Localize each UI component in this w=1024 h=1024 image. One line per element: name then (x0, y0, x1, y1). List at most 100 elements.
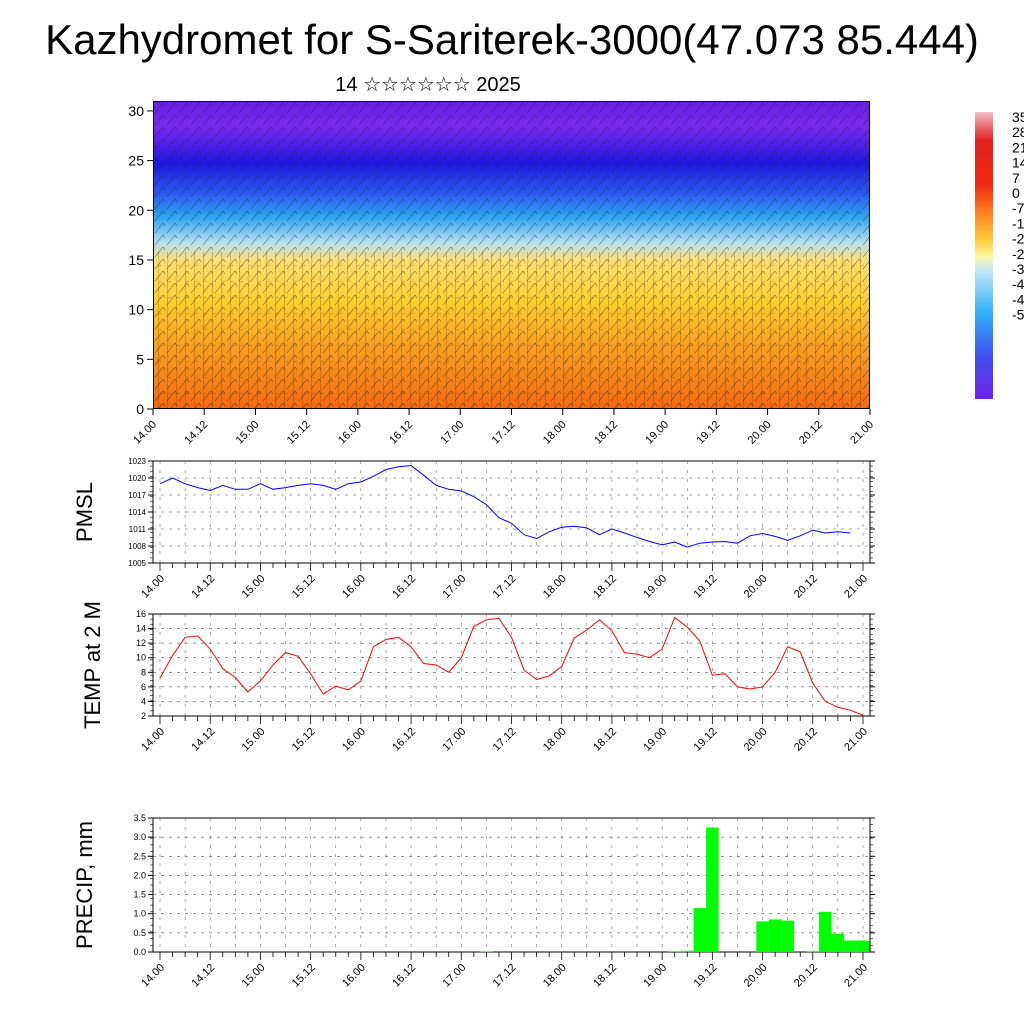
colorbar (975, 112, 993, 399)
precip-bar (668, 951, 681, 952)
y-tick-label: 1008 (128, 542, 146, 551)
colorbar-label: -4 (1012, 276, 1024, 292)
x-tick-label: 17.12 (490, 419, 518, 447)
chart-title: Kazhydromet for S-Sariterek-3000(47.073 … (45, 16, 979, 63)
y-tick-label: 3.5 (133, 813, 146, 823)
y-tick-label: 15 (128, 252, 144, 268)
x-tick-label: 14.00 (139, 573, 167, 601)
y-tick-label: 16 (136, 609, 146, 619)
precip-bar (693, 907, 707, 952)
x-tick-label: 19.00 (641, 726, 669, 754)
colorbar-label: 0 (1012, 185, 1020, 201)
x-tick-label: 16.12 (387, 419, 415, 447)
y-tick-label: 8 (141, 667, 146, 677)
y-tick-label: 1017 (128, 491, 146, 500)
x-tick-label: 14.12 (182, 419, 210, 447)
precip-bar (819, 911, 832, 952)
y-axis-label: PMSL (72, 482, 97, 542)
series-line (159, 616, 864, 716)
x-tick-label: 14.12 (189, 726, 217, 754)
x-tick-label: 18.00 (541, 962, 569, 990)
x-tick-label: 20.00 (742, 726, 770, 754)
x-tick-label: 18.00 (541, 573, 569, 601)
precip-bar (756, 921, 769, 952)
y-tick-label: 1023 (128, 457, 146, 466)
x-tick-label: 15.12 (290, 573, 318, 601)
x-tick-label: 18.00 (541, 419, 569, 447)
x-tick-label: 16.00 (336, 419, 364, 447)
colorbar-label: -2 (1012, 231, 1024, 247)
y-tick-label: 2.5 (133, 851, 146, 861)
y-tick-label: 5 (136, 351, 144, 367)
x-tick-label: 19.12 (692, 726, 720, 754)
wind-barbs-lower (154, 252, 869, 408)
y-tick-label: 1014 (128, 508, 146, 517)
x-tick-label: 14.00 (139, 962, 167, 990)
y-tick-label: 10 (136, 653, 146, 663)
series-line (159, 464, 851, 548)
pmsl-panel: 1005 1008 1011 1014 1017 1020 1023 14.00 14.12 15… (72, 457, 875, 601)
precip-bar (806, 951, 820, 952)
y-tick-label: 2.0 (133, 870, 146, 880)
x-tick-label: 20.12 (792, 962, 820, 990)
y-tick-label: 2 (141, 711, 146, 721)
x-tick-label: 17.00 (440, 573, 468, 601)
x-tick-label: 21.00 (842, 962, 870, 990)
x-tick-label: 16.00 (340, 573, 368, 601)
x-tick-label: 18.00 (541, 726, 569, 754)
colorbar-label: 14 (1012, 155, 1024, 171)
y-tick-label: 12 (136, 638, 146, 648)
colorbar-label: -1 (1012, 215, 1024, 231)
temperature-cross-section (153, 101, 870, 409)
x-tick-label: 17.00 (440, 726, 468, 754)
precip-bar (680, 950, 694, 952)
y-tick-label: 6 (141, 682, 146, 692)
precip-bar (856, 940, 870, 952)
x-tick-label: 21.00 (848, 419, 876, 447)
x-tick-label: 19.12 (692, 962, 720, 990)
y-tick-label: 10 (128, 302, 144, 318)
x-tick-label: 17.12 (491, 726, 519, 754)
x-tick-label: 14.00 (131, 419, 159, 447)
colorbar-label: -5 (1012, 307, 1024, 323)
colorbar-label: -2 (1012, 246, 1024, 262)
x-tick-label: 15.00 (240, 962, 268, 990)
precip-bar (706, 827, 719, 952)
x-tick-label: 14.12 (189, 962, 217, 990)
x-tick-label: 20.12 (792, 573, 820, 601)
x-tick-label: 14.12 (189, 573, 217, 601)
y-axis-label: PRECIP, mm (72, 821, 97, 949)
precip-bar (768, 919, 782, 952)
y-tick-label: 1020 (128, 474, 146, 483)
x-tick-label: 20.00 (742, 573, 770, 601)
x-tick-label: 15.12 (290, 962, 318, 990)
y-tick-label: 25 (128, 153, 144, 169)
x-tick-label: 17.12 (491, 573, 519, 601)
y-axis-label: TEMP at 2 M (80, 601, 105, 729)
x-tick-label: 20.12 (792, 726, 820, 754)
x-tick-label: 21.00 (842, 726, 870, 754)
y-tick-label: 3.0 (133, 832, 146, 842)
colorbar-label: 28 (1012, 124, 1024, 140)
x-tick-label: 14.00 (139, 726, 167, 754)
y-tick-label: 1011 (129, 525, 147, 534)
colorbar-label: -3 (1012, 261, 1024, 277)
x-tick-label: 15.12 (285, 419, 313, 447)
x-tick-label: 18.12 (591, 573, 619, 601)
colorbar-label: -4 (1012, 291, 1024, 307)
x-tick-label: 19.00 (641, 962, 669, 990)
x-tick-label: 18.12 (591, 726, 619, 754)
x-tick-label: 20.00 (742, 962, 770, 990)
x-tick-label: 15.00 (240, 726, 268, 754)
colorbar-label: 35 (1012, 109, 1024, 125)
cross-section-axes: 0 5 10 15 20 25 30 14.00 14.12 15.00 15.12 16.00 16.… (128, 103, 876, 447)
x-tick-label: 19.00 (641, 573, 669, 601)
y-tick-label: 20 (128, 202, 144, 218)
x-tick-label: 18.12 (592, 419, 620, 447)
x-tick-label: 15.00 (240, 573, 268, 601)
x-tick-label: 20.12 (797, 419, 825, 447)
y-tick-label: 0.0 (133, 947, 146, 957)
y-tick-label: 14 (136, 624, 146, 634)
y-tick-label: 4 (141, 696, 146, 706)
